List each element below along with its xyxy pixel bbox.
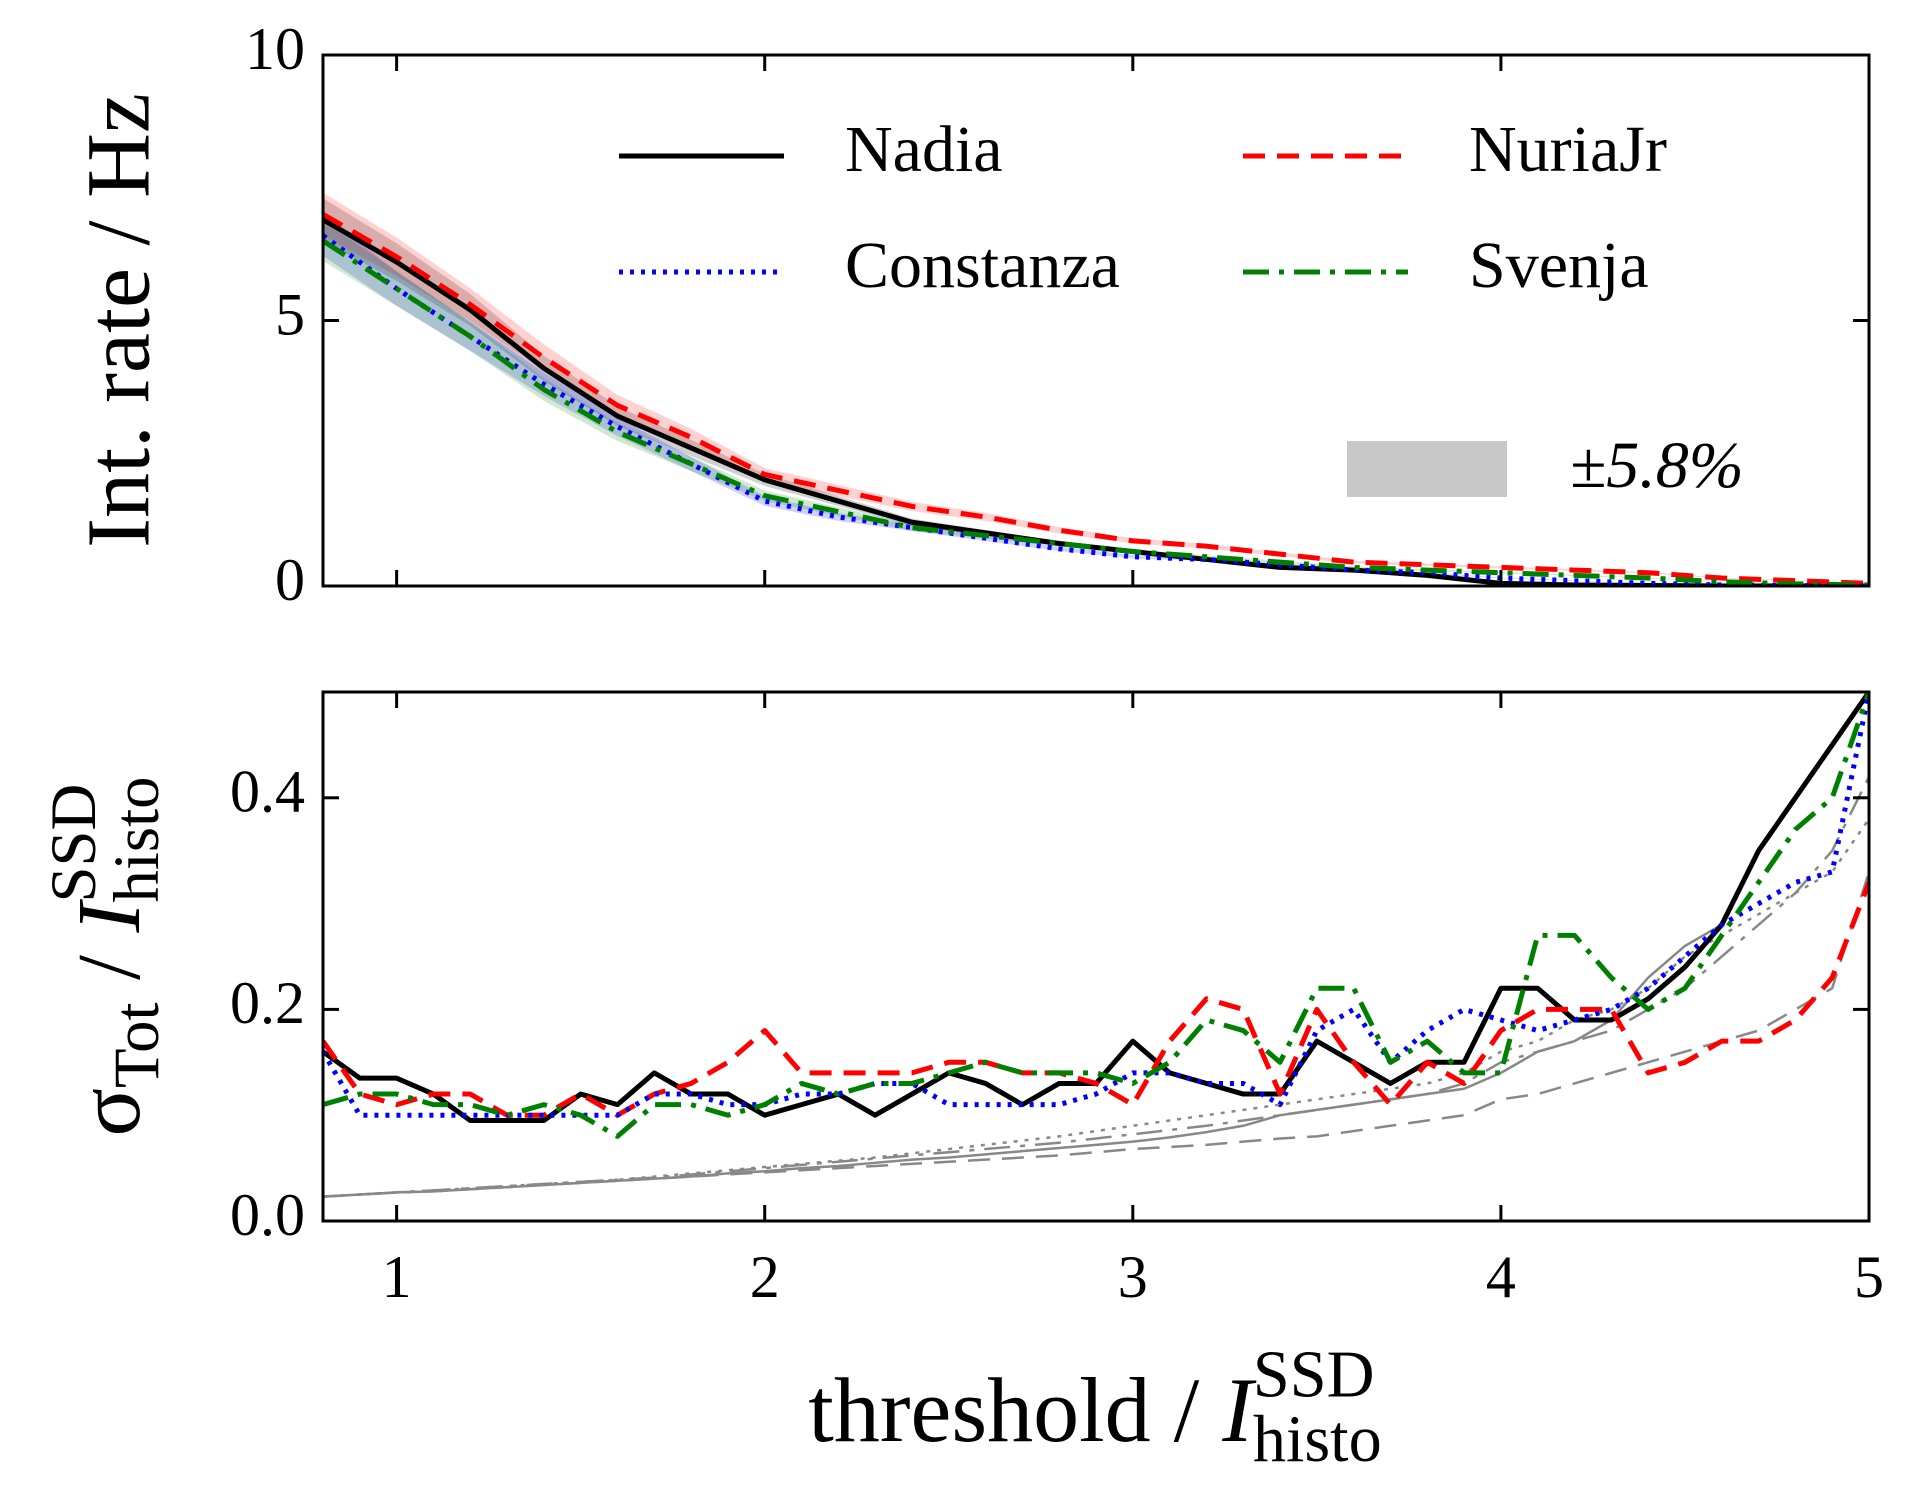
data-line [323,776,1869,1198]
x-tick-label: 3 [1118,1244,1148,1310]
y-tick-label: 5 [275,281,305,347]
label-part: I [1221,1359,1257,1461]
data-line [323,818,1869,1198]
legend-label: Nadia [845,113,1003,186]
data-line [323,212,1869,586]
legend-label: Constanza [845,229,1120,302]
x-tick-label: 4 [1486,1244,1516,1310]
legend-band-swatch [1347,441,1507,497]
label-part: histo [1253,1403,1382,1476]
label-part: I [60,899,159,934]
legend-label: NuriaJr [1469,113,1667,186]
data-line [323,692,1869,1198]
y-tick-label: 0.0 [230,1182,305,1248]
y-axis-label: σTot / ISSDhisto [38,776,173,1136]
x-axis-label: threshold / ISSD histo [808,1339,1381,1476]
data-line [323,692,1869,1139]
label-part: SSD [38,784,110,903]
data-line [323,233,1869,586]
x-tick-label: 5 [1854,1244,1884,1310]
label-part: threshold / [808,1359,1222,1461]
label-part: Tot [101,1003,173,1088]
y-axis-label: Int. rate / Hz [70,93,169,548]
y-tick-label: 0 [275,547,305,613]
x-tick-label: 1 [382,1244,412,1310]
axes-frame [321,690,1871,1223]
label-part: SSD [1253,1339,1375,1412]
y-tick-label: 0.2 [230,970,305,1036]
y-tick-label: 0.4 [230,759,305,825]
data-line [323,881,1869,1118]
data-line [323,692,1869,1118]
data-line [323,238,1869,586]
plot-area [323,692,1869,1198]
label-part: σ [60,1088,159,1137]
x-tick-label: 2 [750,1244,780,1310]
label-part: histo [101,776,173,902]
data-line [323,871,1869,1198]
y-tick-label: 10 [245,16,305,82]
legend-label: Svenja [1469,229,1649,302]
label-part: / [60,933,159,1003]
legend-label: ±5.8% [1570,429,1744,502]
